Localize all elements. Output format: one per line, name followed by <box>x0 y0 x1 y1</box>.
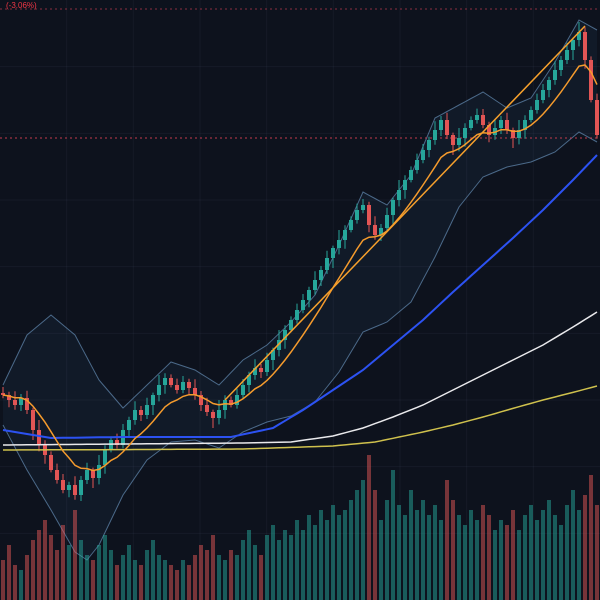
moving-averages <box>2 64 598 472</box>
horizontal-price-lines <box>0 8 600 139</box>
volume-bars <box>1 455 599 600</box>
trendline <box>224 25 586 401</box>
candles <box>1 22 599 501</box>
